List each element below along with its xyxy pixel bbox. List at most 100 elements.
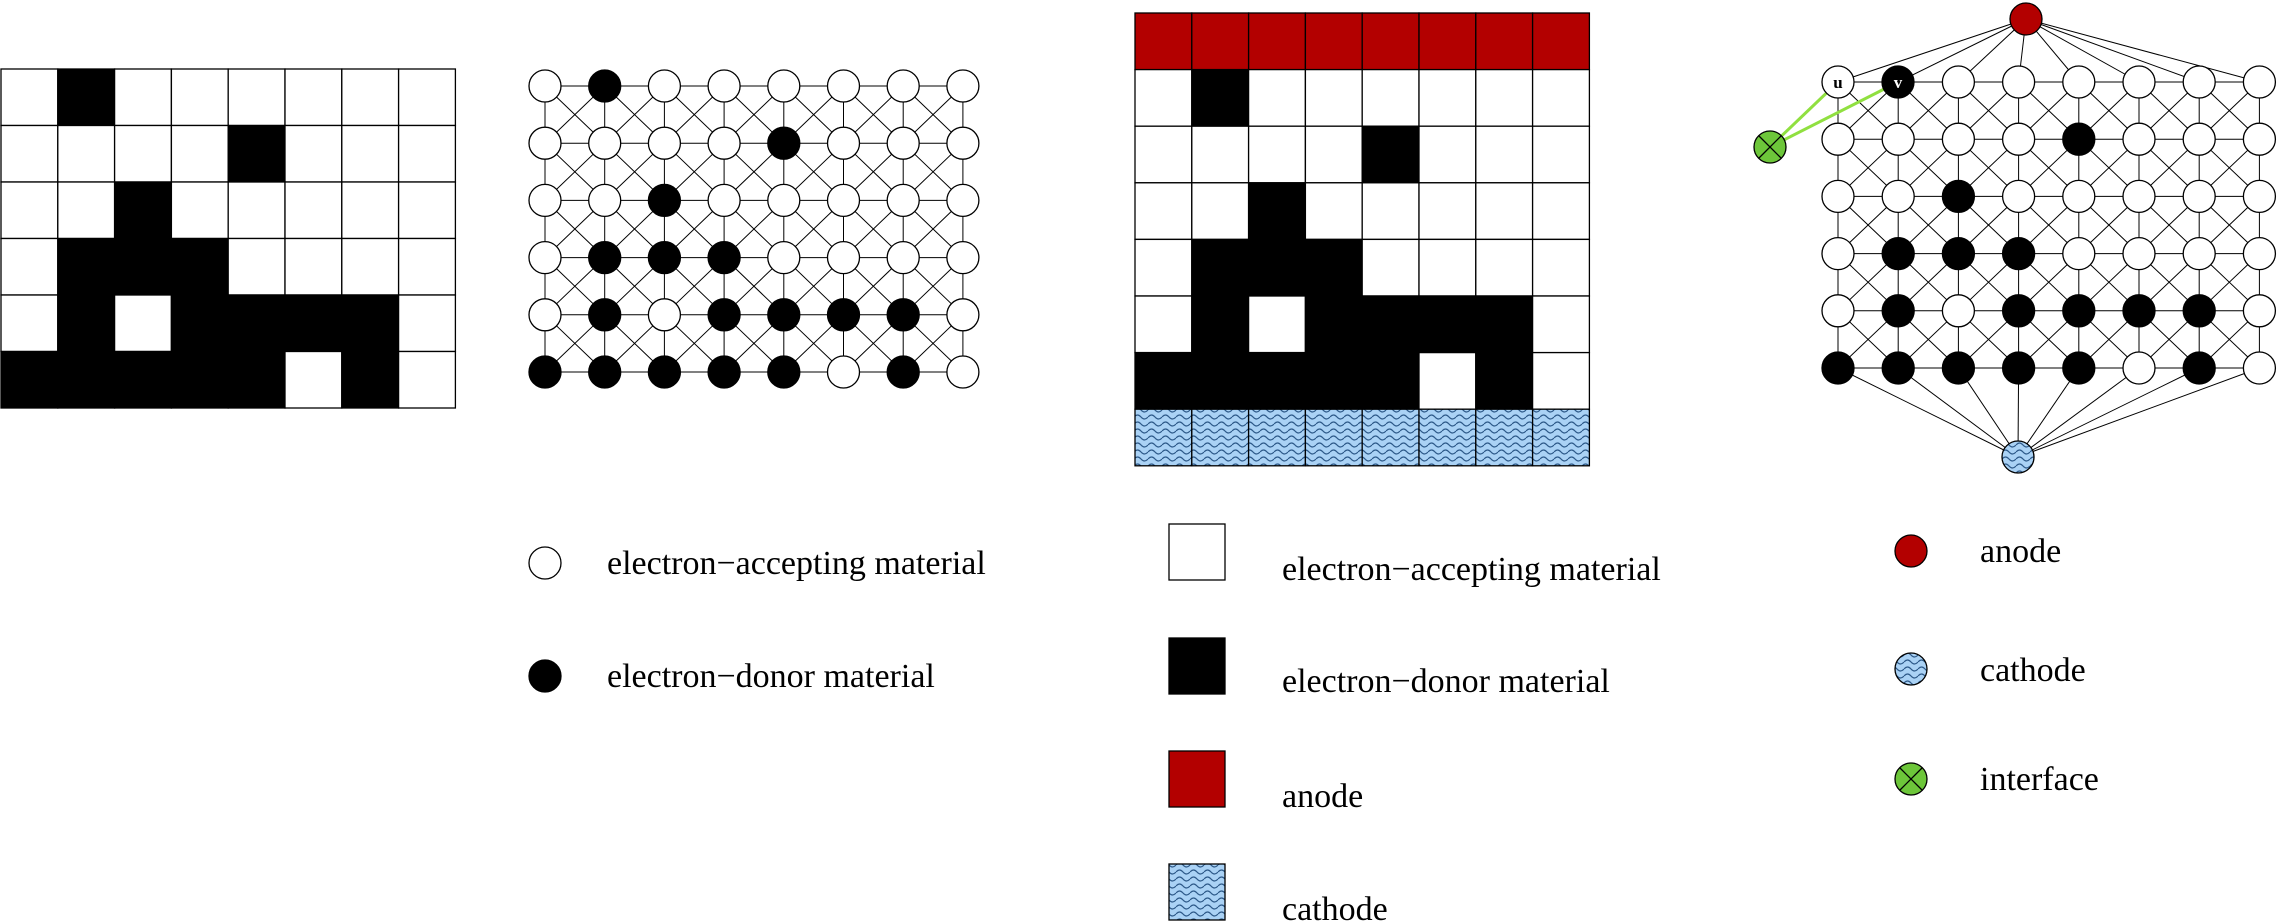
grid-cell xyxy=(1134,238,1193,297)
grid-cell xyxy=(227,350,286,409)
grid-cell xyxy=(1134,182,1193,241)
morphology-grid-with-electrodes xyxy=(1134,12,1591,467)
grid-cell xyxy=(1304,68,1363,127)
grid-cell xyxy=(1247,351,1307,410)
graph-node xyxy=(886,355,920,389)
graph-node xyxy=(2242,236,2277,271)
legend-donor-cell-swatch xyxy=(1168,637,1226,695)
grid-cell xyxy=(1247,295,1307,354)
legend-graph-nodes: electron−accepting material electron−don… xyxy=(528,545,986,695)
node-v xyxy=(1881,65,1915,99)
grid-cell xyxy=(1475,295,1534,354)
grid-cell xyxy=(1304,295,1363,354)
graph-node xyxy=(1821,179,1855,214)
grid-cell xyxy=(57,350,116,409)
grid-cell xyxy=(227,181,286,240)
grid-cell xyxy=(1531,295,1591,354)
legend-cathode-cell-swatch xyxy=(1168,863,1226,921)
grid-cell xyxy=(227,237,286,296)
grid-cell xyxy=(1418,295,1477,354)
grid-cell xyxy=(113,181,173,240)
graph-node xyxy=(707,69,741,103)
grid-cell xyxy=(341,237,400,296)
anode-cell xyxy=(1191,12,1250,71)
graph-node xyxy=(826,298,861,332)
grid-cell xyxy=(397,350,457,409)
grid-cell xyxy=(57,237,116,296)
graph-node xyxy=(2062,65,2096,99)
cathode-edge xyxy=(2017,367,2200,458)
grid-cell xyxy=(1361,238,1420,297)
graph-node xyxy=(826,126,861,160)
graph-node xyxy=(647,355,682,389)
grid-cell xyxy=(113,350,173,409)
graph-node xyxy=(707,126,741,160)
graph-node xyxy=(1881,179,1915,214)
graph-node xyxy=(1881,294,1915,328)
grid-cell xyxy=(397,181,457,240)
node-u-label: u xyxy=(1833,73,1842,92)
graph-node xyxy=(528,355,562,389)
legend-acceptor-node-swatch xyxy=(528,546,562,580)
graph-node xyxy=(528,183,562,218)
anode-cell xyxy=(1134,12,1193,71)
graph-node xyxy=(1941,122,1976,156)
graph-node xyxy=(2001,65,2036,99)
graph-node xyxy=(2182,179,2216,214)
graph-node xyxy=(2062,294,2096,328)
cathode-cell xyxy=(1418,408,1477,467)
grid-cell xyxy=(397,68,457,127)
grid-cell xyxy=(170,68,229,127)
legend-acceptor-label: electron−accepting material xyxy=(607,545,986,582)
anode-edge xyxy=(2025,18,2140,83)
grid-cell xyxy=(170,124,229,183)
grid-cell xyxy=(1361,68,1420,127)
graph-node xyxy=(2182,122,2216,156)
graph-node xyxy=(946,183,980,218)
graph-node xyxy=(707,355,741,389)
graph-node xyxy=(2001,122,2036,156)
anode-cell xyxy=(1361,12,1420,71)
grid-cell xyxy=(0,68,59,127)
cathode-edge xyxy=(1837,367,2019,458)
grid-cell xyxy=(284,68,343,127)
special-nodes: u v xyxy=(1753,2,2043,474)
grid-cell xyxy=(170,237,229,296)
graph-node xyxy=(647,126,682,160)
graph-node xyxy=(2182,351,2216,385)
graph-node xyxy=(2122,294,2156,328)
grid-cell xyxy=(284,237,343,296)
graph-node xyxy=(1821,122,1855,156)
graph-node xyxy=(2122,65,2156,99)
grid-cell xyxy=(1134,351,1193,410)
graph-node xyxy=(1941,65,1976,99)
grid-cell xyxy=(227,68,286,127)
graph-node xyxy=(528,240,562,275)
grid-cell xyxy=(1418,238,1477,297)
graph-node xyxy=(1941,236,1976,271)
grid-cell xyxy=(1418,125,1477,184)
grid-cell xyxy=(1134,295,1193,354)
anode-node xyxy=(2009,2,2043,36)
grid-cell xyxy=(1418,68,1477,127)
cathode-cell xyxy=(1247,408,1307,467)
graph-node xyxy=(588,240,622,275)
graph-node xyxy=(2242,65,2277,99)
grid-cell xyxy=(1531,125,1591,184)
grid-cell xyxy=(1304,125,1363,184)
anode-edge xyxy=(2025,18,2260,83)
anode-cell xyxy=(1418,12,1477,71)
node-u xyxy=(1821,65,1855,99)
graph-node xyxy=(707,183,741,218)
graph-node xyxy=(1821,236,1855,271)
graph-node xyxy=(707,240,741,275)
grid-cell xyxy=(1361,351,1420,410)
cathode-cell xyxy=(1134,408,1193,467)
grid-cell xyxy=(1247,238,1307,297)
graph-node xyxy=(1821,294,1855,328)
anode-edge xyxy=(2025,18,2200,83)
grid-cell xyxy=(1475,68,1534,127)
anode-cell xyxy=(1304,12,1363,71)
graph-node xyxy=(1941,294,1976,328)
cathode-node xyxy=(2001,440,2035,474)
